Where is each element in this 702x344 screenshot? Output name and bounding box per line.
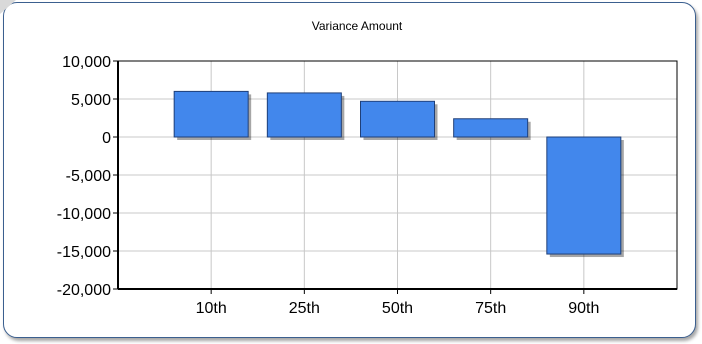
corner-decoration [0, 0, 16, 14]
x-axis-tick-labels: 10th 25th 50th 75th 90th [196, 300, 600, 317]
axes [113, 60, 678, 294]
y-tick-label: -20,000 [57, 282, 111, 299]
y-tick-label: -10,000 [57, 206, 111, 223]
bar-10th [173, 90, 249, 138]
y-tick-label: -5,000 [66, 168, 111, 185]
bar-50th [360, 100, 435, 138]
bar-75th [453, 118, 529, 138]
bar-25th [266, 92, 342, 138]
y-axis-tick-labels: 10,000 5,000 0 -5,000 -10,000 -15,000 -20,000 [57, 54, 111, 299]
chart-title: Variance Amount [312, 19, 403, 33]
bars [173, 90, 624, 258]
y-tick-label: -15,000 [57, 244, 111, 261]
y-tick-label: 5,000 [71, 92, 111, 109]
x-tick-label: 90th [568, 300, 599, 317]
bar-90th [546, 136, 622, 255]
x-tick-label: 10th [196, 300, 227, 317]
y-tick-label: 10,000 [62, 54, 111, 71]
x-tick-label: 75th [475, 300, 506, 317]
y-tick-label: 0 [102, 130, 111, 147]
x-tick-label: 50th [382, 300, 413, 317]
x-tick-label: 25th [289, 300, 320, 317]
